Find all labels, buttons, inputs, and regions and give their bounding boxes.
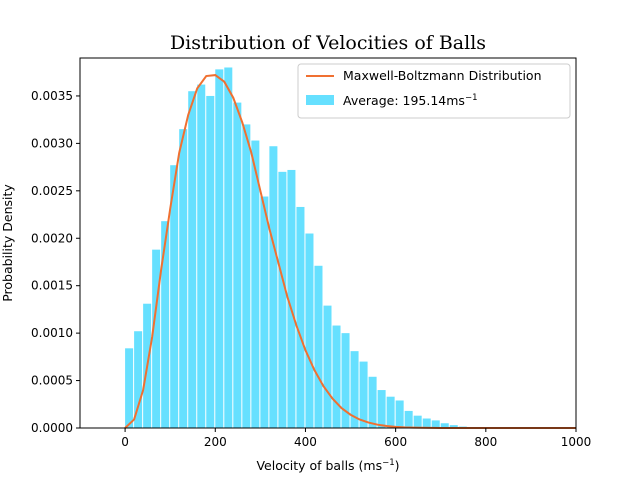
histogram-bar	[233, 102, 242, 428]
y-tick-label: 0.0020	[31, 231, 73, 245]
histogram-bar	[161, 221, 170, 428]
histogram-bar	[134, 331, 143, 428]
histogram-bar	[350, 351, 359, 428]
histogram-bar	[323, 305, 332, 428]
histogram-bar	[440, 423, 449, 428]
histogram-bar	[188, 91, 197, 428]
histogram-bar	[404, 410, 413, 428]
y-tick-label: 0.0035	[31, 89, 73, 103]
y-tick-label: 0.0000	[31, 421, 73, 435]
histogram-bar	[251, 140, 260, 429]
histogram-bar	[206, 95, 215, 428]
legend-histogram-label: Average: 195.14ms−1	[343, 93, 477, 108]
histogram-bar	[197, 84, 206, 429]
histogram-bar	[332, 325, 341, 428]
histogram-bar	[296, 206, 305, 428]
legend: Maxwell-Boltzmann Distribution Average: …	[297, 63, 571, 119]
y-tick-label: 0.0030	[31, 136, 73, 150]
histogram-bars	[125, 67, 485, 429]
histogram-bar	[152, 249, 161, 428]
x-tick-label: 200	[204, 435, 227, 449]
x-tick-label: 0	[121, 435, 129, 449]
y-tick-label: 0.0025	[31, 184, 73, 198]
legend-histogram-swatch	[306, 95, 334, 105]
x-axis-ticks: 0 200 400 600 800 1000	[121, 428, 591, 449]
histogram-bar	[215, 69, 224, 428]
histogram-bar	[377, 390, 386, 428]
legend-curve-label: Maxwell-Boltzmann Distribution	[343, 68, 542, 83]
histogram-bar	[431, 420, 440, 428]
plot-frame	[79, 57, 577, 429]
histogram-bar	[359, 361, 368, 428]
y-tick-label: 0.0015	[31, 279, 73, 293]
histogram-bar	[278, 171, 287, 428]
histogram-bar	[449, 425, 458, 428]
histogram-bar	[260, 196, 269, 428]
histogram-bar	[179, 129, 188, 428]
y-axis-ticks: 0.0000 0.0005 0.0010 0.0015 0.0020 0.0025 0.00…	[31, 89, 80, 435]
histogram-bar	[287, 169, 296, 428]
x-tick-label: 600	[384, 435, 407, 449]
histogram-bar	[368, 376, 377, 428]
y-tick-label: 0.0005	[31, 374, 73, 388]
histogram-bar	[125, 348, 134, 428]
y-tick-label: 0.0010	[31, 326, 73, 340]
histogram-bar	[422, 418, 431, 428]
histogram-bar	[395, 400, 404, 428]
histogram-bar	[305, 233, 314, 428]
x-tick-label: 800	[474, 435, 497, 449]
histogram-bar	[386, 396, 395, 428]
histogram-bar	[242, 124, 251, 429]
histogram-bar	[269, 146, 278, 428]
x-axis-label: Velocity of balls (ms−1)	[256, 458, 399, 473]
histogram-bar	[224, 67, 233, 428]
histogram-bar	[314, 265, 323, 428]
x-tick-label: 400	[294, 435, 317, 449]
histogram-bar	[341, 333, 350, 428]
y-axis-label: Probability Density	[0, 184, 15, 302]
histogram-bar	[413, 415, 422, 428]
chart-title: Distribution of Velocities of Balls	[170, 32, 486, 54]
x-tick-label: 1000	[561, 435, 592, 449]
histogram-bar	[170, 165, 179, 428]
legend-box	[297, 63, 571, 119]
